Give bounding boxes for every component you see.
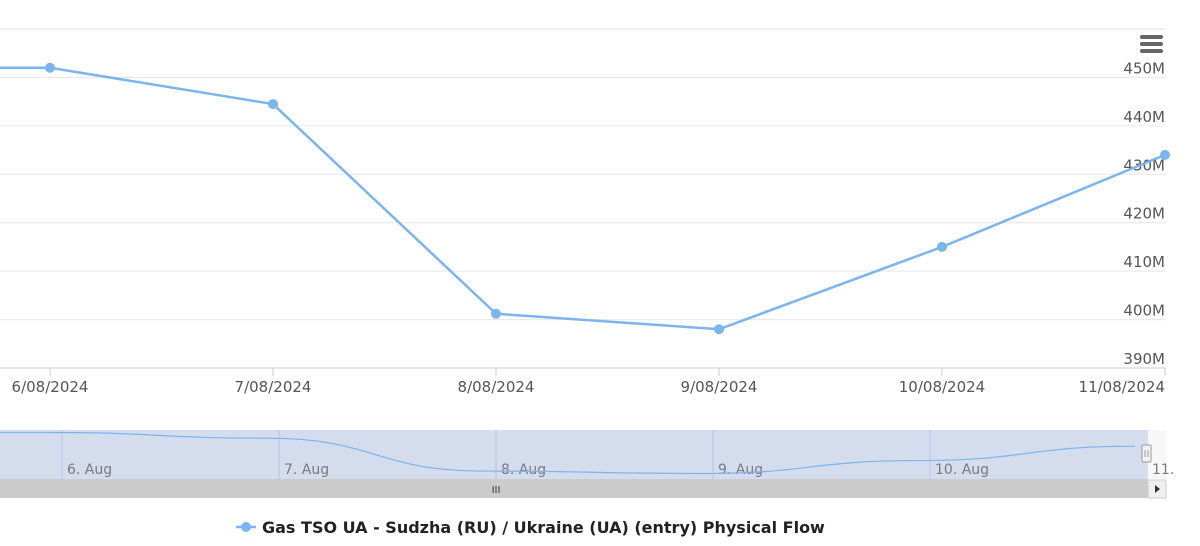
series-points[interactable] [45,62,1170,335]
navigator-series-line [0,431,1136,475]
navigator-handle-right[interactable] [1141,444,1152,463]
x-tick-label: 10/08/2024 [899,378,985,396]
navigator-label: 6. Aug [67,462,112,478]
navigator-label: 7. Aug [284,462,329,478]
x-tick-label: 6/08/2024 [12,378,89,396]
y-tick-label: 420M [1123,205,1165,223]
data-point[interactable] [714,324,724,335]
y-tick-label: 410M [1123,253,1165,271]
series-line [0,66,1166,331]
arrow-right-icon [1155,485,1160,493]
y-axis: 390M 400M 410M 420M 430M 440M 450M [1123,59,1165,368]
navigator[interactable]: 6. Aug 7. Aug 8. Aug 9. Aug 10. Aug 11. [0,430,1174,479]
x-tick-label: 7/08/2024 [235,378,312,396]
data-point[interactable] [491,308,501,319]
y-tick-label: 390M [1123,350,1165,368]
grid-lines [0,28,1166,369]
navigator-labels: 6. Aug 7. Aug 8. Aug 9. Aug 10. Aug 11. [67,462,1174,478]
scrollbar-track[interactable] [0,479,1148,498]
hamburger-menu-icon [1140,35,1163,53]
navigator-selected-range[interactable] [0,430,1146,479]
y-tick-label: 450M [1123,59,1165,77]
navigator-label: 11. [1152,462,1174,478]
y-tick-label: 400M [1123,302,1165,320]
y-tick-label: 430M [1123,156,1165,174]
scrollbar-right-arrow-button[interactable] [1147,479,1167,499]
data-point[interactable] [937,241,947,252]
chart-menu-button[interactable] [1140,35,1163,53]
scrollbar[interactable]: III [0,479,1167,499]
legend-item[interactable]: Gas TSO UA - Sudzha (RU) / Ukraine (UA) … [236,518,825,537]
navigator-label: 8. Aug [501,462,546,478]
x-tick-label: 11/08/2024 [1079,378,1165,396]
x-tick-label: 8/08/2024 [458,378,535,396]
legend-marker [236,522,256,532]
x-tick-label: 9/08/2024 [681,378,758,396]
legend-label[interactable]: Gas TSO UA - Sudzha (RU) / Ukraine (UA) … [262,518,825,537]
data-point[interactable] [268,99,278,110]
navigator-label: 9. Aug [718,462,763,478]
y-tick-label: 440M [1123,108,1165,126]
x-axis: 6/08/2024 7/08/2024 8/08/2024 9/08/2024 10/0… [12,368,1166,396]
data-point[interactable] [45,62,55,73]
navigator-label: 10. Aug [935,462,989,478]
data-point[interactable] [1160,149,1170,160]
scrollbar-grip[interactable]: III [492,485,501,496]
